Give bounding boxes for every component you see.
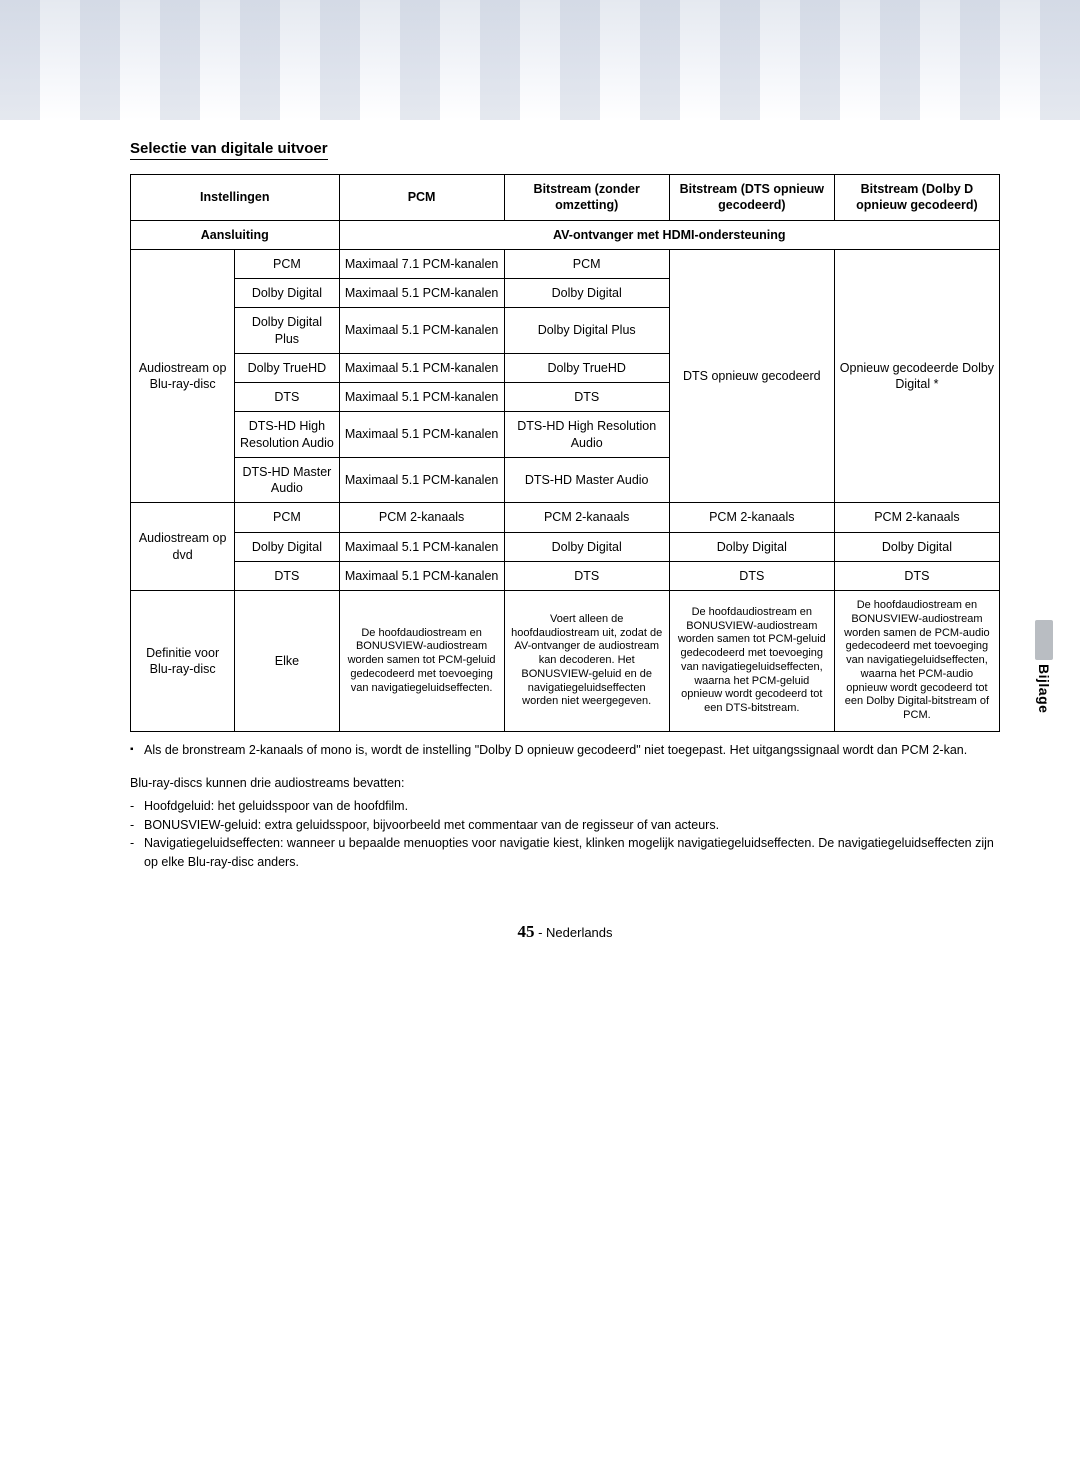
- cell-bit: DTS: [504, 383, 669, 412]
- list-item: Navigatiegeluidseffecten: wanneer u bepa…: [130, 834, 1000, 872]
- list-item: Hoofdgeluid: het geluidsspoor van de hoo…: [130, 797, 1000, 816]
- hdr-pcm: PCM: [339, 175, 504, 221]
- table-row: DTS Maximaal 5.1 PCM-kanalen DTS DTS DTS: [131, 561, 1000, 590]
- tab-marker: [1035, 620, 1053, 660]
- page-num: 45: [517, 922, 534, 941]
- cell-pcm: De hoofdaudiostream en BONUSVIEW-audiost…: [339, 591, 504, 732]
- cell-bit: DTS: [504, 561, 669, 590]
- group-dvd: Audiostream op dvd: [131, 503, 235, 591]
- output-table: Instellingen PCM Bitstream (zonder omzet…: [130, 174, 1000, 732]
- cell-fmt: DTS-HD Master Audio: [235, 457, 339, 503]
- group-def: Definitie voor Blu-ray-disc: [131, 591, 235, 732]
- page-content: Bijlage Selectie van digitale uitvoer In…: [0, 120, 1080, 982]
- cell-dts: DTS: [669, 561, 834, 590]
- cell-bit: DTS-HD Master Audio: [504, 457, 669, 503]
- cell-fmt: DTS: [235, 561, 339, 590]
- cell-dolby-re: Opnieuw gecodeerde Dolby Digital *: [834, 249, 999, 503]
- hdr-settings: Instellingen: [131, 175, 340, 221]
- cell-pcm: Maximaal 5.1 PCM-kanalen: [339, 457, 504, 503]
- cell-dolby: PCM 2-kanaals: [834, 503, 999, 532]
- table-subheader-row: Aansluiting AV-ontvanger met HDMI-onders…: [131, 220, 1000, 249]
- cell-dolby: De hoofdaudiostream en BONUSVIEW-audiost…: [834, 591, 999, 732]
- cell-fmt: Elke: [235, 591, 339, 732]
- footnote: Als de bronstream 2-kanaals of mono is, …: [130, 742, 1000, 760]
- table-header-row: Instellingen PCM Bitstream (zonder omzet…: [131, 175, 1000, 221]
- cell-dolby: Dolby Digital: [834, 532, 999, 561]
- cell-pcm: Maximaal 5.1 PCM-kanalen: [339, 353, 504, 382]
- table-row: Audiostream op Blu-ray-disc PCM Maximaal…: [131, 249, 1000, 278]
- cell-fmt: DTS-HD High Resolution Audio: [235, 412, 339, 458]
- bullet-list: Hoofdgeluid: het geluidsspoor van de hoo…: [130, 797, 1000, 872]
- cell-pcm: PCM 2-kanaals: [339, 503, 504, 532]
- cell-dts: Dolby Digital: [669, 532, 834, 561]
- cell-pcm: Maximaal 7.1 PCM-kanalen: [339, 249, 504, 278]
- side-tab: Bijlage: [1030, 620, 1058, 713]
- cell-fmt: DTS: [235, 383, 339, 412]
- cell-fmt: Dolby Digital: [235, 532, 339, 561]
- cell-dts-re: DTS opnieuw gecodeerd: [669, 249, 834, 503]
- cell-fmt: Dolby TrueHD: [235, 353, 339, 382]
- cell-pcm: Maximaal 5.1 PCM-kanalen: [339, 412, 504, 458]
- cell-pcm: Maximaal 5.1 PCM-kanalen: [339, 532, 504, 561]
- cell-fmt: PCM: [235, 503, 339, 532]
- hdr-bit-dts: Bitstream (DTS opnieuw gecodeerd): [669, 175, 834, 221]
- section-title: Selectie van digitale uitvoer: [130, 140, 328, 160]
- cell-bit: Dolby TrueHD: [504, 353, 669, 382]
- cell-dts: PCM 2-kanaals: [669, 503, 834, 532]
- cell-bit: PCM: [504, 249, 669, 278]
- hdr-bit-noconv: Bitstream (zonder omzetting): [504, 175, 669, 221]
- cell-pcm: Maximaal 5.1 PCM-kanalen: [339, 308, 504, 354]
- page-sep: -: [538, 925, 546, 940]
- group-bluray: Audiostream op Blu-ray-disc: [131, 249, 235, 503]
- side-tab-label: Bijlage: [1036, 664, 1052, 713]
- page-lang: Nederlands: [546, 925, 613, 940]
- cell-dts: De hoofdaudiostream en BONUSVIEW-audiost…: [669, 591, 834, 732]
- decorative-banner: [0, 0, 1080, 120]
- cell-bit: Voert alleen de hoofdaudiostream uit, zo…: [504, 591, 669, 732]
- cell-bit: Dolby Digital: [504, 532, 669, 561]
- hdr-hdmi: AV-ontvanger met HDMI-ondersteuning: [339, 220, 999, 249]
- cell-fmt: Dolby Digital: [235, 279, 339, 308]
- cell-bit: Dolby Digital: [504, 279, 669, 308]
- hdr-bit-dolby: Bitstream (Dolby D opnieuw gecodeerd): [834, 175, 999, 221]
- cell-bit: DTS-HD High Resolution Audio: [504, 412, 669, 458]
- cell-pcm: Maximaal 5.1 PCM-kanalen: [339, 561, 504, 590]
- cell-dolby: DTS: [834, 561, 999, 590]
- page-number: 45 - Nederlands: [130, 922, 1000, 942]
- cell-bit: Dolby Digital Plus: [504, 308, 669, 354]
- table-row: Audiostream op dvd PCM PCM 2-kanaals PCM…: [131, 503, 1000, 532]
- cell-pcm: Maximaal 5.1 PCM-kanalen: [339, 383, 504, 412]
- table-row: Definitie voor Blu-ray-disc Elke De hoof…: [131, 591, 1000, 732]
- cell-fmt: PCM: [235, 249, 339, 278]
- cell-fmt: Dolby Digital Plus: [235, 308, 339, 354]
- cell-pcm: Maximaal 5.1 PCM-kanalen: [339, 279, 504, 308]
- table-row: Dolby Digital Maximaal 5.1 PCM-kanalen D…: [131, 532, 1000, 561]
- list-item: BONUSVIEW-geluid: extra geluidsspoor, bi…: [130, 816, 1000, 835]
- intro-paragraph: Blu-ray-discs kunnen drie audiostreams b…: [130, 775, 1000, 793]
- cell-bit: PCM 2-kanaals: [504, 503, 669, 532]
- hdr-connection: Aansluiting: [131, 220, 340, 249]
